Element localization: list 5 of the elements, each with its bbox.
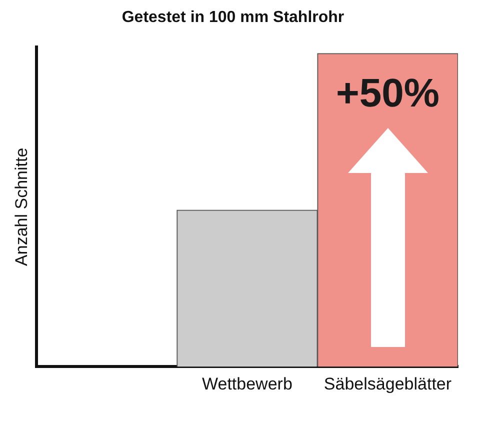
chart-title: Getestet in 100 mm Stahlrohr xyxy=(122,9,344,26)
x-tick-label: Säbelsägeblätter xyxy=(324,374,452,394)
y-axis-title: Anzahl Schnitte xyxy=(12,148,31,266)
x-tick-label: Wettbewerb xyxy=(202,374,292,394)
annotation: +50% xyxy=(336,71,440,116)
